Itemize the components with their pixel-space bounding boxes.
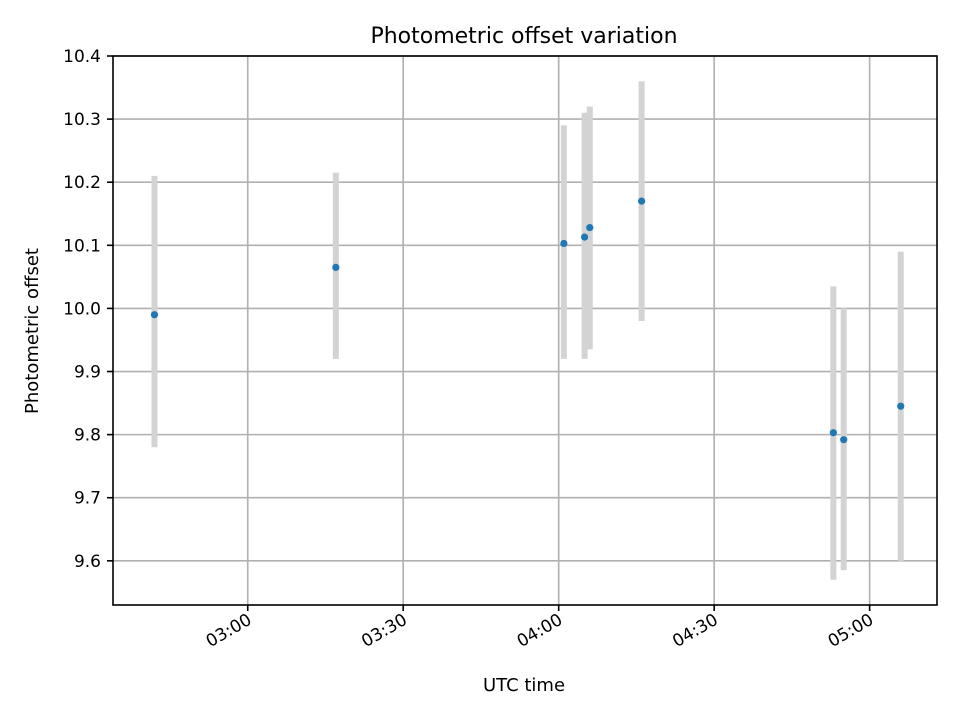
x-tick-label: 04:00	[514, 610, 566, 652]
grid	[113, 55, 937, 605]
y-axis-label: Photometric offset	[22, 248, 43, 414]
y-tick-label: 9.8	[74, 426, 101, 446]
x-tick-label: 03:00	[203, 610, 255, 652]
data-point	[586, 224, 594, 232]
x-tick-label: 04:30	[669, 610, 721, 652]
y-tick-label: 10.3	[63, 110, 101, 130]
x-axis-label: UTC time	[483, 675, 565, 696]
data-points	[150, 197, 905, 444]
data-point	[840, 436, 848, 444]
y-tick-label: 10.1	[63, 236, 101, 256]
data-point	[332, 263, 340, 271]
y-tick-label: 9.7	[74, 489, 101, 509]
data-point	[560, 239, 568, 248]
data-point	[638, 197, 646, 205]
data-point	[829, 429, 837, 437]
y-tick-label: 10.4	[63, 47, 101, 67]
y-tick-label: 9.9	[74, 363, 101, 383]
error-bars	[151, 81, 904, 580]
data-point	[580, 233, 589, 241]
data-point	[150, 311, 159, 319]
x-tick-label: 05:00	[825, 610, 877, 652]
plot-frame	[112, 55, 938, 606]
y-tick-label: 9.6	[74, 552, 101, 572]
data-point	[897, 402, 905, 410]
y-tick-label: 10.2	[63, 173, 101, 193]
y-tick-label: 10.0	[63, 299, 101, 319]
x-tick-label: 03:30	[358, 610, 410, 652]
chart-title: Photometric offset variation	[370, 24, 677, 49]
